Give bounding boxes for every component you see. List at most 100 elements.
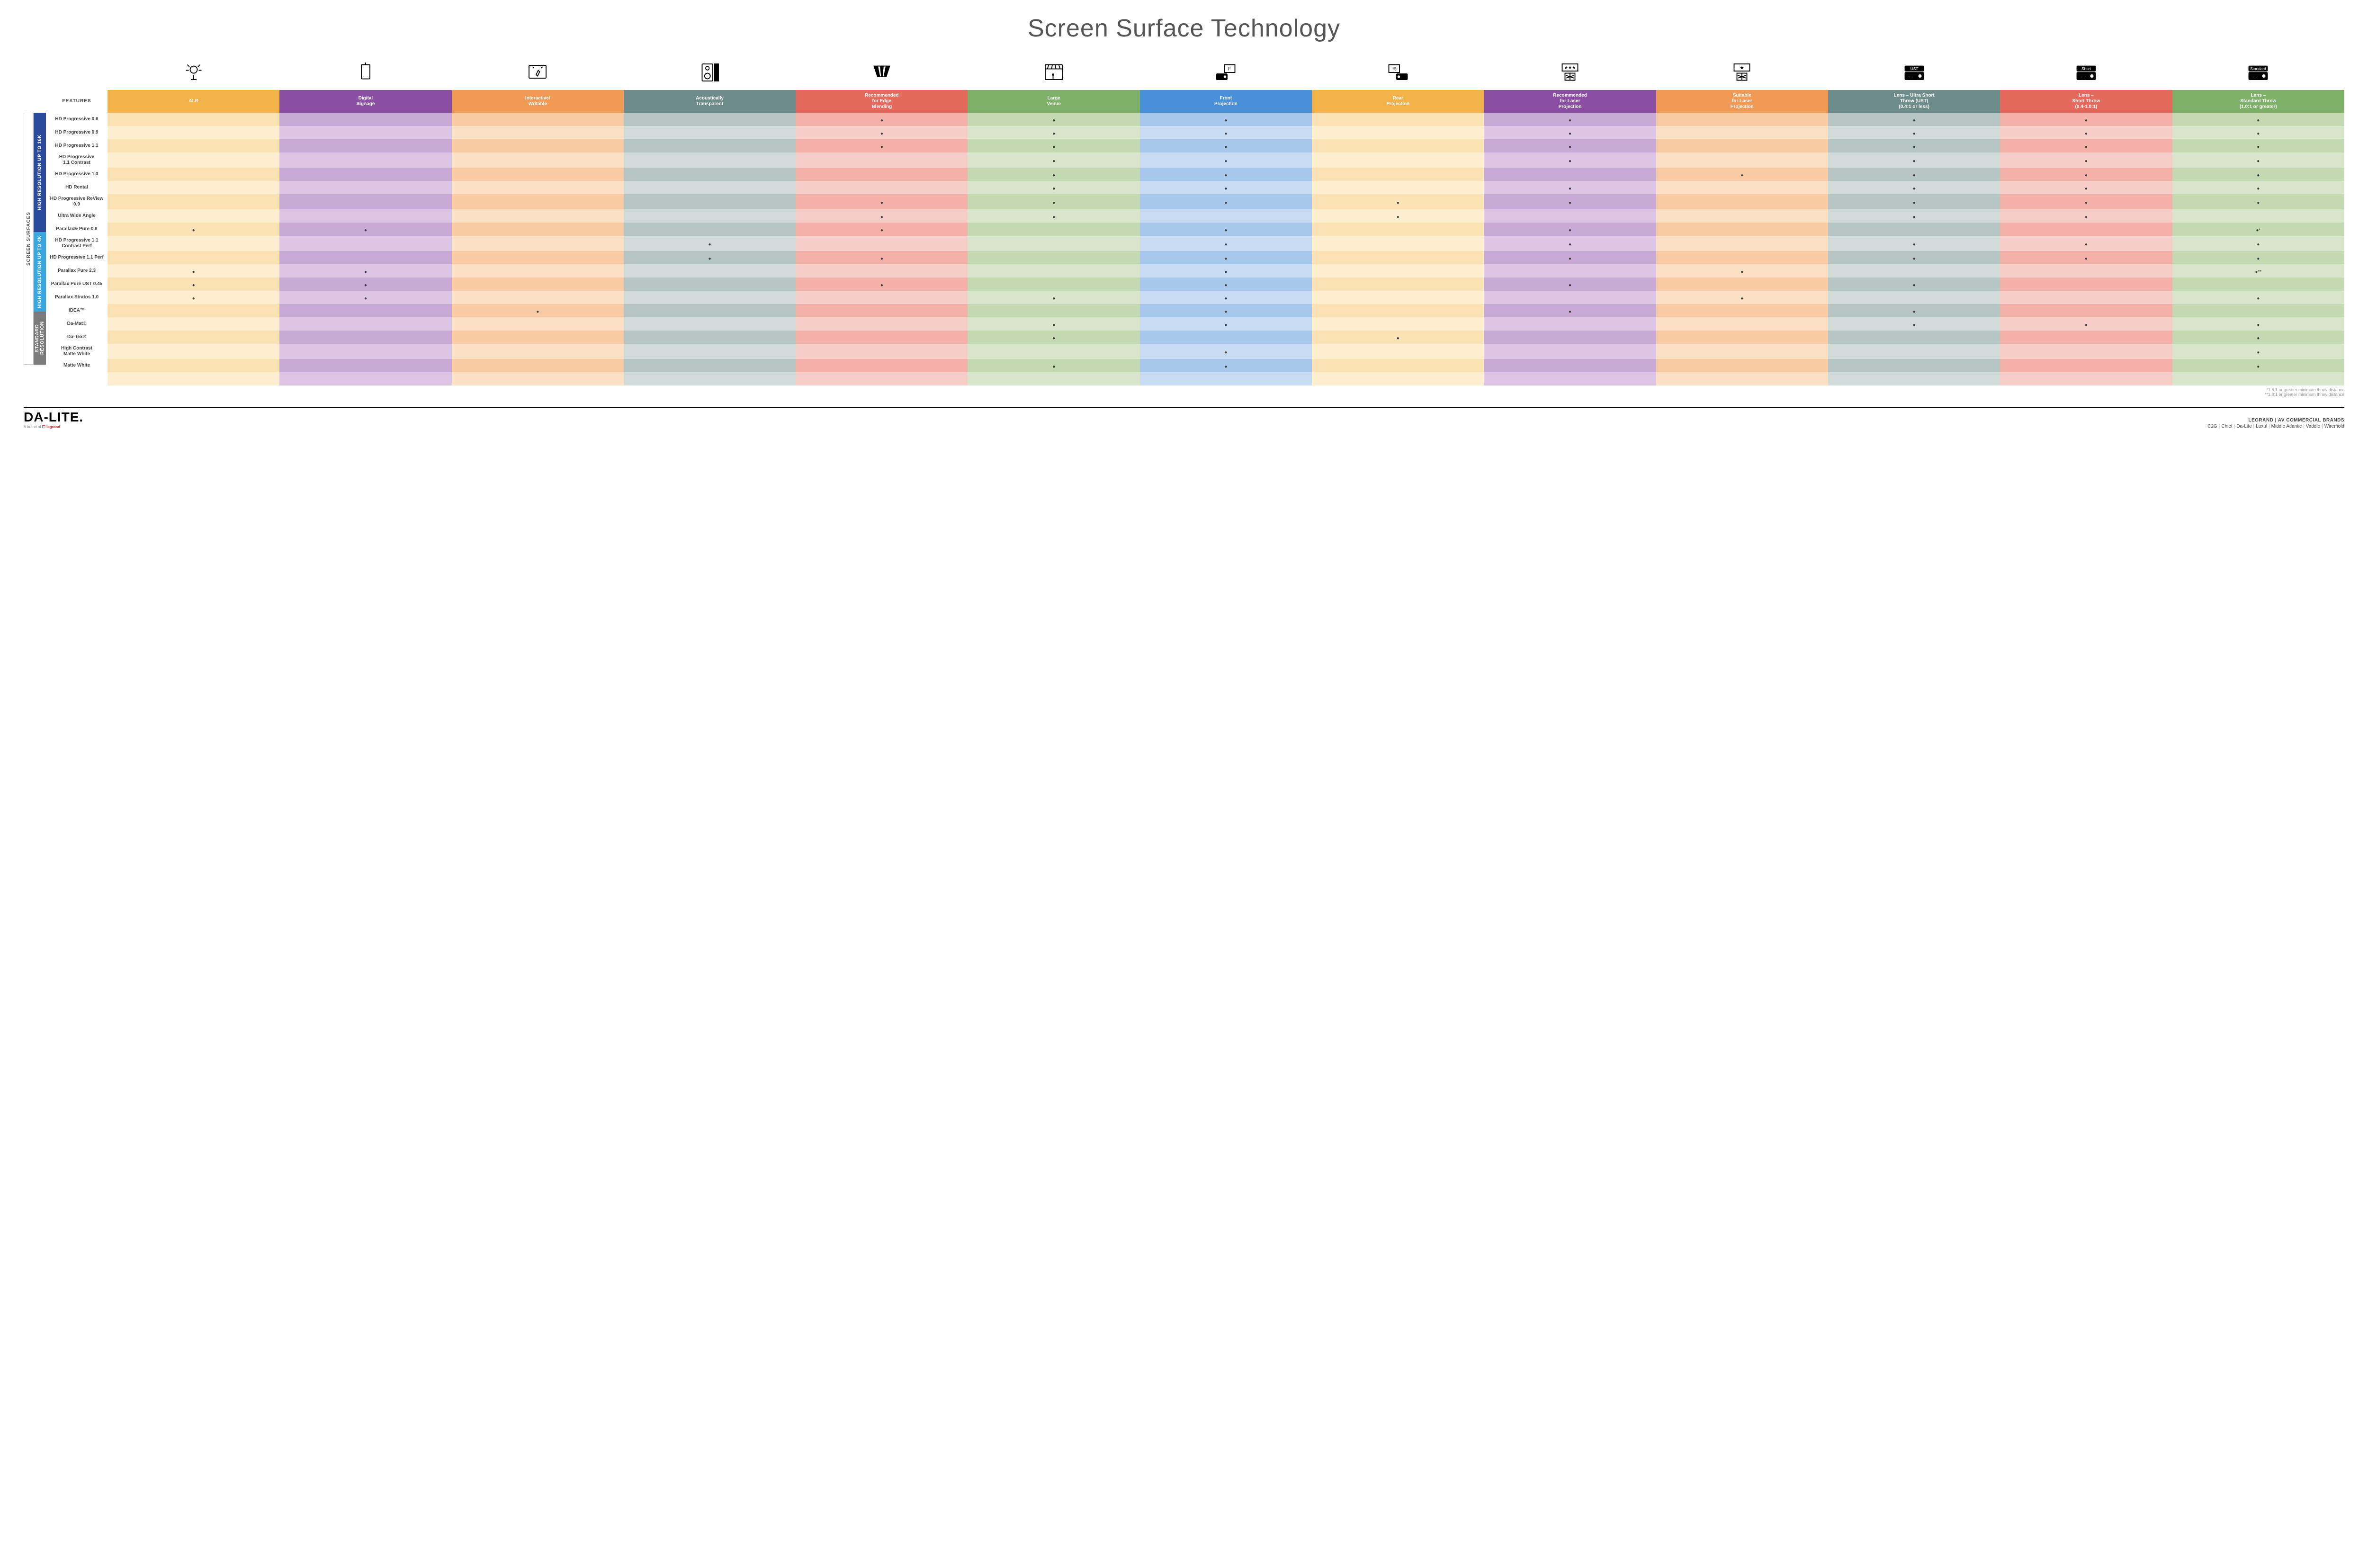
acoustic-icon <box>624 57 796 90</box>
matrix-cell <box>624 209 796 223</box>
brand-logo: DA-LITE. <box>24 410 83 425</box>
matrix-cell <box>1484 236 1656 251</box>
row-label: Parallax Pure UST 0.45 <box>46 278 108 291</box>
matrix-cell <box>2000 139 2172 152</box>
matrix-cell <box>1828 181 2000 194</box>
matrix-cell <box>796 344 968 359</box>
matrix-cell <box>624 139 796 152</box>
matrix-cell <box>1656 317 1828 331</box>
matrix-cell <box>1140 291 1312 304</box>
matrix-cell <box>1828 113 2000 126</box>
matrix-cell <box>2000 223 2172 236</box>
matrix-cell <box>968 359 1139 372</box>
matrix-cell <box>2172 278 2344 291</box>
matrix-cell <box>1312 209 1484 223</box>
matrix-cell <box>452 264 624 278</box>
short-icon: Short <box>2000 57 2172 90</box>
matrix-cell <box>1656 344 1828 359</box>
large-venue-icon <box>968 57 1139 90</box>
matrix-cell <box>2172 139 2344 152</box>
svg-text:Standard: Standard <box>2251 66 2267 71</box>
matrix-cell <box>1312 194 1484 209</box>
matrix-cell <box>1656 264 1828 278</box>
matrix-cell <box>108 278 279 291</box>
group-label: HIGH RESOLUTION UP TO 16K <box>34 113 46 232</box>
matrix-cell <box>1140 209 1312 223</box>
matrix-cell <box>108 168 279 181</box>
matrix-cell <box>624 113 796 126</box>
matrix-cell <box>108 317 279 331</box>
matrix-cell <box>2172 209 2344 223</box>
col-header: ALR <box>108 90 279 113</box>
matrix-cell <box>108 251 279 264</box>
matrix-cell <box>452 344 624 359</box>
matrix-cell <box>279 264 451 278</box>
matrix-cell <box>452 113 624 126</box>
matrix-cell <box>1828 304 2000 317</box>
matrix-cell <box>2000 181 2172 194</box>
matrix-cell <box>452 236 624 251</box>
matrix-cell <box>968 344 1139 359</box>
matrix-cell <box>624 194 796 209</box>
matrix-cell <box>108 126 279 139</box>
matrix-cell <box>968 331 1139 344</box>
matrix-cell <box>1312 331 1484 344</box>
matrix-cell <box>2000 304 2172 317</box>
matrix-cell <box>2172 194 2344 209</box>
matrix-cell <box>1312 251 1484 264</box>
row-label: HD Progressive ReView 0.9 <box>46 194 108 209</box>
matrix-cell <box>796 251 968 264</box>
matrix-cell <box>2000 194 2172 209</box>
matrix-cell <box>108 194 279 209</box>
matrix-cell <box>1140 236 1312 251</box>
matrix-cell <box>1312 168 1484 181</box>
matrix-cell <box>624 168 796 181</box>
matrix-cell <box>1140 168 1312 181</box>
signage-icon <box>279 57 451 90</box>
matrix-cell <box>279 331 451 344</box>
matrix-cell <box>1484 278 1656 291</box>
matrix-cell <box>796 139 968 152</box>
matrix-cell <box>968 251 1139 264</box>
matrix-cell <box>624 317 796 331</box>
matrix-cell <box>1828 194 2000 209</box>
col-header: Lens – Ultra ShortThrow (UST)(0.4:1 or l… <box>1828 90 2000 113</box>
matrix-cell <box>2172 331 2344 344</box>
matrix-cell <box>1484 304 1656 317</box>
matrix-cell <box>2000 317 2172 331</box>
matrix-cell <box>796 209 968 223</box>
col-header: RearProjection <box>1312 90 1484 113</box>
matrix-cell <box>1140 359 1312 372</box>
matrix-cell <box>1140 264 1312 278</box>
matrix-cell <box>624 278 796 291</box>
matrix-cell <box>1828 317 2000 331</box>
matrix-cell <box>108 223 279 236</box>
matrix-cell <box>2000 291 2172 304</box>
matrix-cell <box>108 291 279 304</box>
matrix-cell <box>108 359 279 372</box>
matrix-cell <box>279 194 451 209</box>
matrix-cell <box>1140 278 1312 291</box>
col-header: LargeVenue <box>968 90 1139 113</box>
matrix-cell <box>2172 236 2344 251</box>
matrix-cell <box>1312 126 1484 139</box>
row-label: HD Progressive 0.9 <box>46 126 108 139</box>
matrix-cell <box>968 236 1139 251</box>
matrix-cell <box>2172 317 2344 331</box>
matrix-cell <box>1656 304 1828 317</box>
matrix-cell <box>624 344 796 359</box>
matrix-cell <box>108 236 279 251</box>
row-label: Parallax® Pure 0.8 <box>46 223 108 236</box>
col-header: Suitablefor LaserProjection <box>1656 90 1828 113</box>
matrix-cell <box>1484 344 1656 359</box>
matrix-cell <box>1312 359 1484 372</box>
matrix-cell <box>108 152 279 168</box>
matrix-cell <box>279 181 451 194</box>
matrix-cell <box>279 168 451 181</box>
matrix-cell <box>452 331 624 344</box>
matrix-cell <box>1656 168 1828 181</box>
matrix-cell <box>1484 223 1656 236</box>
matrix-cell <box>796 264 968 278</box>
matrix-cell <box>279 251 451 264</box>
matrix-cell <box>279 359 451 372</box>
